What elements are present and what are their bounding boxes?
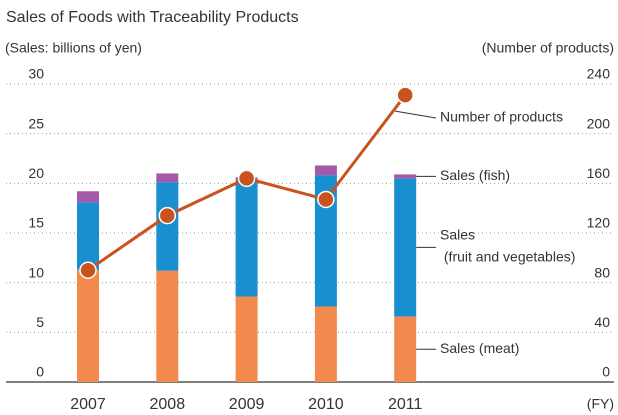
x-tick-label: 2009 bbox=[229, 396, 265, 413]
bar-segment bbox=[77, 191, 99, 203]
y2-tick-label: 200 bbox=[587, 115, 611, 131]
y-tick-label: 15 bbox=[28, 215, 44, 231]
bar-segment bbox=[394, 316, 417, 382]
y2-tick-label: 0 bbox=[602, 364, 610, 380]
y-tick-label: 5 bbox=[36, 314, 44, 330]
legend-label: Sales (meat) bbox=[440, 340, 519, 356]
x-tick-label: 2011 bbox=[388, 396, 423, 413]
bar-segment bbox=[156, 270, 179, 382]
bar-segment bbox=[77, 269, 99, 382]
line-marker bbox=[396, 86, 414, 104]
x-tick-label: 2007 bbox=[70, 396, 106, 413]
y2-tick-label: 120 bbox=[587, 215, 611, 231]
leader-line bbox=[395, 110, 437, 119]
x-tick-label: 2010 bbox=[308, 396, 344, 413]
x-axis-label: (FY) bbox=[587, 396, 614, 412]
legend-label: Sales (fruit and vegetables) bbox=[440, 226, 575, 264]
y-tick-label: 30 bbox=[28, 66, 44, 82]
legend-label: Number of products bbox=[440, 109, 563, 125]
y-tick-label: 25 bbox=[28, 115, 44, 131]
y2-tick-label: 40 bbox=[594, 314, 610, 330]
y-tick-label: 0 bbox=[36, 364, 44, 380]
bar-segment bbox=[235, 296, 258, 382]
bar-segment bbox=[394, 178, 417, 317]
line-marker bbox=[317, 190, 335, 209]
bar-segment bbox=[314, 306, 337, 382]
bar-segment bbox=[314, 175, 337, 307]
x-tick-label: 2008 bbox=[150, 396, 186, 413]
legend-label: Sales (fish) bbox=[440, 167, 510, 183]
chart-title: Sales of Foods with Traceability Product… bbox=[6, 9, 299, 26]
y2-tick-label: 160 bbox=[587, 165, 611, 181]
bar-segment bbox=[156, 173, 179, 183]
line-marker bbox=[237, 169, 256, 188]
line-marker bbox=[158, 206, 177, 225]
bar-segment bbox=[394, 174, 417, 179]
y2-tick-label: 80 bbox=[594, 264, 610, 280]
bar-segment bbox=[156, 182, 179, 271]
y-tick-label: 10 bbox=[28, 264, 44, 280]
bar-segment bbox=[235, 180, 258, 297]
bar-segment bbox=[77, 202, 99, 270]
line-marker bbox=[79, 261, 97, 279]
y2-axis-label: (Number of products) bbox=[482, 40, 614, 56]
bar-segment bbox=[314, 165, 337, 176]
y-axis-label: (Sales: billions of yen) bbox=[5, 40, 142, 56]
y2-tick-label: 240 bbox=[587, 66, 611, 82]
y-tick-label: 20 bbox=[28, 165, 44, 181]
